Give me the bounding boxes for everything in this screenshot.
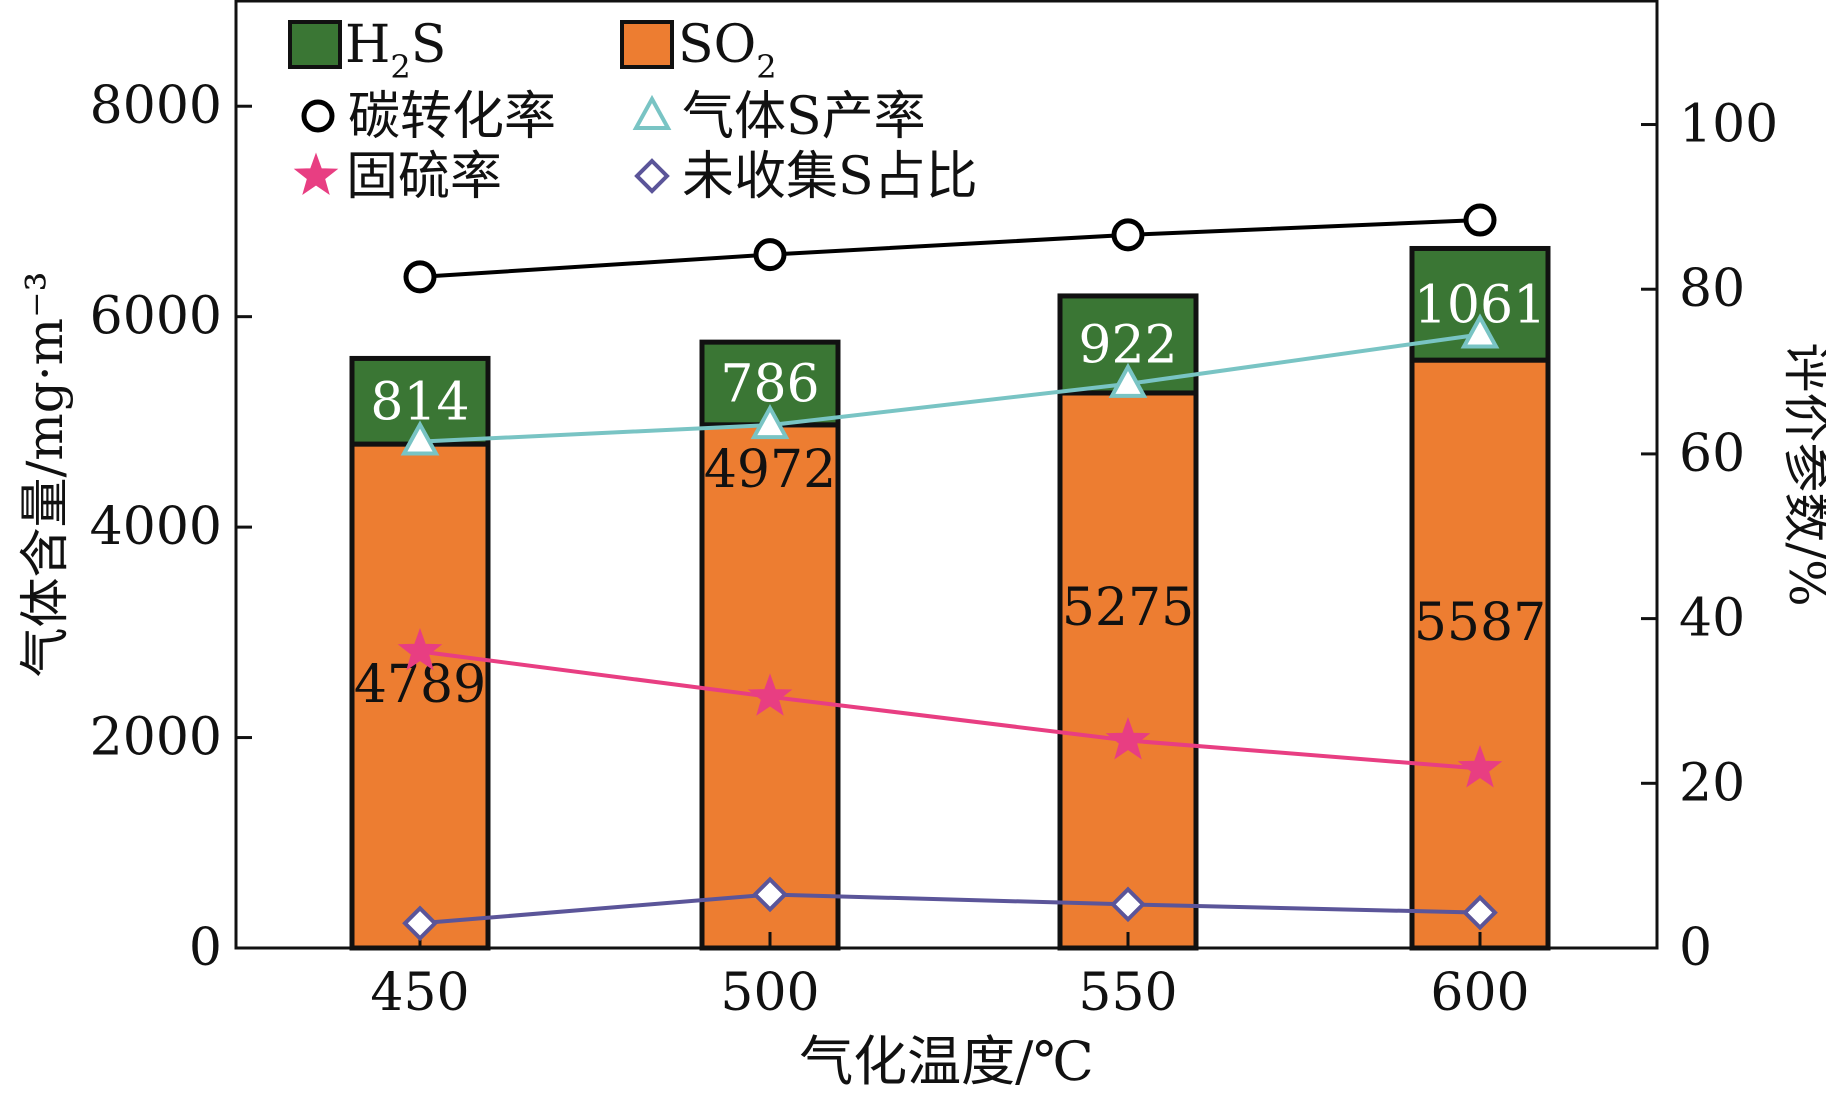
sulfur-fixation-marker [747,673,793,716]
bar-so2 [349,441,491,951]
legend-h2s-swatch [288,20,342,69]
sulfur-fixation-line [419,649,1481,771]
legend-gas-s-yield-label: 气体S产率 [682,87,926,147]
uncollected-s-marker [752,876,788,913]
y-left-tick-label: 2000 [90,708,222,768]
legend-uncollected-s-marker [634,158,670,194]
legend-uncollected-s-label: 未收集S占比 [682,147,978,207]
carbon-conversion-marker [403,260,437,294]
y-left-axis-label: 气体含量/mg·m⁻³ [16,271,74,677]
y-left-tick-label: 8000 [90,76,222,136]
carbon-conversion-marker [1111,218,1145,252]
carbon-conversion-line [419,218,1481,279]
y-left-tick-label: 4000 [90,497,222,557]
carbon-conversion-marker [753,238,787,272]
y-right-tick-label: 80 [1679,259,1745,319]
legend-so2-label: SO2 [678,15,777,86]
y-right-tick-label: 20 [1679,753,1745,813]
sulfur-fixation-marker [397,628,443,671]
gas-s-yield-marker [1460,313,1500,349]
legend-so2-swatch [620,20,674,69]
y-right-tick-label: 60 [1679,424,1745,484]
plot-frame [234,0,1659,950]
y-left-tick-label: 0 [189,918,222,978]
legend-h2s-label: H2S [345,15,446,86]
legend-carbon-conversion-marker [301,99,335,133]
gas-s-yield-line [419,332,1481,444]
x-tick-label: 500 [720,963,819,1023]
so2-value-label: 4789 [354,655,486,715]
gas-s-yield-marker [750,403,790,440]
gas-s-yield-marker [400,420,440,456]
x-axis-label: 气化温度/℃ [799,1030,1094,1093]
y-right-axis-label: 评价参数/% [1778,342,1826,606]
bar-so2 [1409,357,1551,951]
so2-value-label: 5587 [1414,593,1546,653]
uncollected-s-marker [1462,894,1498,931]
legend-sulfur-fixation-label: 固硫率 [346,147,502,207]
legend-carbon-conversion-label: 碳转化率 [348,87,556,147]
x-tick-label: 550 [1078,963,1177,1023]
y-left-tick-label: 6000 [90,287,222,347]
carbon-conversion-marker [1463,203,1497,237]
sulfur-fixation-marker [1457,745,1503,788]
sulfur-fixation-marker [1105,717,1151,760]
legend-sulfur-fixation-marker [293,152,339,195]
uncollected-s-marker [402,905,438,942]
gas-s-yield-marker [1108,362,1148,398]
x-tick-label: 600 [1430,963,1529,1023]
y-right-tick-label: 0 [1679,918,1712,978]
uncollected-s-marker [1110,886,1146,923]
uncollected-s-line [419,892,1481,926]
so2-value-label: 4972 [704,440,836,500]
x-tick-label: 450 [370,963,469,1023]
legend-gas-s-yield-marker [632,94,672,130]
bar-so2 [1057,390,1199,951]
y-right-tick-label: 40 [1679,589,1745,649]
so2-value-label: 5275 [1062,578,1194,638]
y-right-tick-label: 100 [1679,95,1778,155]
